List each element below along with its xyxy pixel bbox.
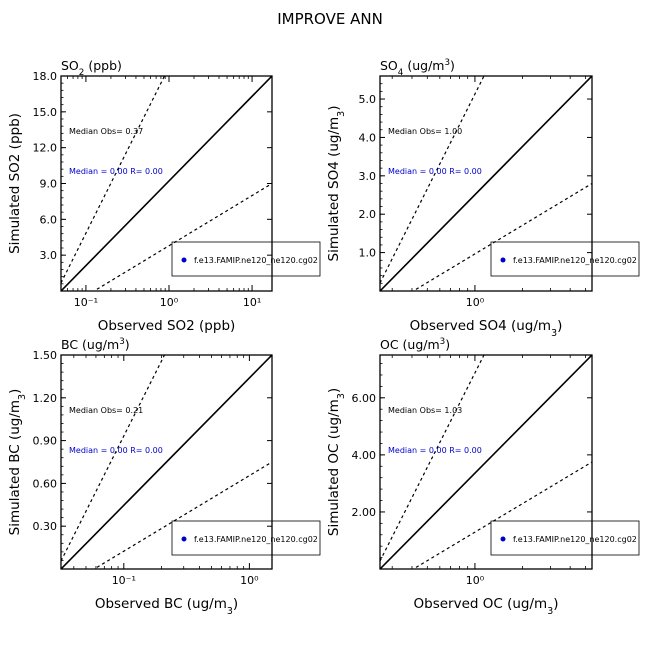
y-tick-label: 2.0 xyxy=(359,208,377,221)
y-tick-label: 18.0 xyxy=(33,70,58,83)
one-to-two-line xyxy=(412,182,592,291)
y-tick-label: 0.30 xyxy=(33,520,58,533)
one-to-one-line xyxy=(61,355,272,569)
y-tick-label: 12.0 xyxy=(33,142,58,155)
x-tick-label: 10⁻¹ xyxy=(112,574,136,587)
y-tick-label: 6.0 xyxy=(40,213,58,226)
median-stat-text: Median = 0.00 R= 0.00 xyxy=(69,167,163,176)
x-axis-label: Observed SO2 (ppb) xyxy=(98,318,236,334)
y-tick-label: 4.0 xyxy=(359,131,377,144)
median-stat-text: Median = 0.00 R= 0.00 xyxy=(388,446,482,455)
x-tick-label: 10⁰ xyxy=(240,574,259,587)
legend-box xyxy=(171,241,321,277)
one-to-one-line xyxy=(380,76,592,291)
y-tick-label: 15.0 xyxy=(33,106,58,119)
scatter-panel-4: 2.00 4.00 6.00 10⁰ OC (ug/m3) Observed OC (ug… xyxy=(326,337,640,617)
panel-title: SO2 (ppb) xyxy=(61,58,122,78)
panel-title: OC (ug/m3) xyxy=(380,337,450,352)
y-tick-label: 1.50 xyxy=(33,349,58,362)
two-to-one-line xyxy=(61,76,166,284)
x-axis-label: Observed BC (ug/m3) xyxy=(95,596,238,617)
legend-marker xyxy=(181,536,187,542)
x-tick-label: 10⁰ xyxy=(160,296,179,309)
y-tick-label: 6.00 xyxy=(352,392,377,405)
legend-box xyxy=(171,520,321,556)
panel-title: BC (ug/m3) xyxy=(61,337,130,352)
figure-title: IMPROVE ANN xyxy=(277,10,383,28)
one-to-one-line xyxy=(61,76,272,291)
median-stat-text: Median = 0.00 R= 0.00 xyxy=(69,446,163,455)
y-tick-label: 5.0 xyxy=(359,93,377,106)
one-to-two-line xyxy=(412,461,592,569)
scatter-panel-3: 0.30 0.60 0.90 1.20 1.50 10⁻¹ 10⁰ BC (ug/m3) Obs… xyxy=(7,337,321,617)
median-obs-text: Median Obs= 0.21 xyxy=(69,406,143,415)
x-axis-label: Observed OC (ug/m3) xyxy=(414,596,559,617)
x-tick-label: 10¹ xyxy=(243,296,261,309)
y-tick-label: 1.20 xyxy=(33,392,58,405)
two-to-one-line xyxy=(380,355,485,562)
plot-frame xyxy=(379,354,593,570)
median-obs-text: Median Obs= 0.37 xyxy=(69,127,143,136)
legend-label: f.e13.FAMIP.ne120_ne120.cg02 xyxy=(194,256,318,265)
x-tick-label: 10⁻¹ xyxy=(74,296,98,309)
y-axis-label: Simulated OC (ug/m3) xyxy=(326,388,347,536)
scatter-panel-2: 1.0 2.0 3.0 4.0 5.0 10⁰ SO4 (ug/m3) Observed SO… xyxy=(326,58,640,339)
legend-box xyxy=(490,520,640,556)
legend-marker xyxy=(500,257,506,263)
panel-title: SO4 (ug/m3) xyxy=(380,58,455,78)
y-tick-label: 1.0 xyxy=(359,247,377,260)
y-tick-label: 0.90 xyxy=(33,435,58,448)
x-axis-label: Observed SO4 (ug/m3) xyxy=(410,318,563,339)
median-obs-text: Median Obs= 1.03 xyxy=(388,406,462,415)
median-stat-text: Median = 0.00 R= 0.00 xyxy=(388,167,482,176)
x-tick-label: 10⁰ xyxy=(466,296,485,309)
legend-marker xyxy=(181,257,187,263)
y-axis-label: Simulated SO4 (ug/m3) xyxy=(326,106,347,262)
legend-label: f.e13.FAMIP.ne120_ne120.cg02 xyxy=(513,256,637,265)
legend-label: f.e13.FAMIP.ne120_ne120.cg02 xyxy=(513,535,637,544)
one-to-one-line xyxy=(380,355,592,569)
y-tick-label: 3.0 xyxy=(359,170,377,183)
median-obs-text: Median Obs= 1.00 xyxy=(388,127,462,136)
y-axis-label: Simulated SO2 (ppb) xyxy=(7,113,23,254)
legend-marker xyxy=(500,536,506,542)
y-tick-label: 9.0 xyxy=(40,178,58,191)
y-tick-label: 4.00 xyxy=(352,449,377,462)
y-tick-label: 0.60 xyxy=(33,477,58,490)
legend-box xyxy=(490,241,640,277)
y-tick-label: 3.0 xyxy=(40,249,58,262)
y-tick-label: 2.00 xyxy=(352,506,377,519)
y-axis-label: Simulated BC (ug/m3) xyxy=(7,389,28,536)
x-tick-label: 10⁰ xyxy=(466,574,485,587)
plot-frame xyxy=(60,354,273,570)
one-to-two-line xyxy=(92,182,272,291)
two-to-one-line xyxy=(61,355,166,562)
scatter-panel-1: 3.0 6.0 9.0 12.0 15.0 18.0 10⁻¹ 10⁰ 10¹ SO2 (ppb)… xyxy=(7,58,321,334)
two-to-one-line xyxy=(380,76,485,284)
one-to-two-line xyxy=(93,461,272,569)
legend-label: f.e13.FAMIP.ne120_ne120.cg02 xyxy=(194,535,318,544)
